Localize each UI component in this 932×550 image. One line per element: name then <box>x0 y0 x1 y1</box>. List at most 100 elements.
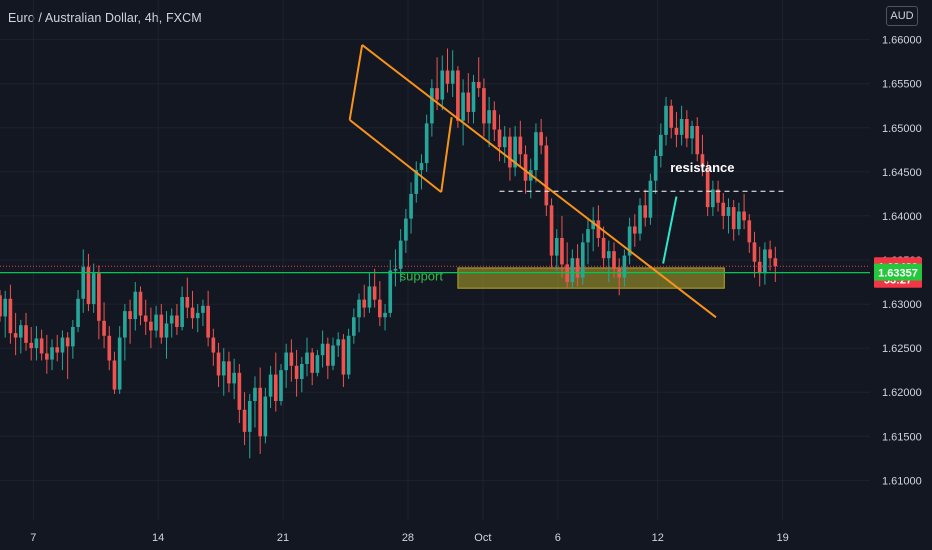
candles-layer <box>0 48 778 459</box>
support-label: support <box>400 268 444 283</box>
candle-up <box>71 326 75 347</box>
candle-up <box>133 291 138 320</box>
candle-up <box>18 325 23 338</box>
candle-up <box>320 343 325 356</box>
candle-down <box>24 325 28 343</box>
candle-up <box>419 163 424 171</box>
candle-down <box>86 267 91 305</box>
candle-up <box>221 361 226 376</box>
candle-up <box>414 170 419 194</box>
candle-up <box>253 387 257 402</box>
candle-down <box>456 70 460 121</box>
candle-up <box>398 240 403 269</box>
candle-down <box>508 136 512 168</box>
candle-up <box>331 345 335 366</box>
candle-down <box>341 339 346 375</box>
candle-down <box>206 305 210 338</box>
y-tick-label: 1.62000 <box>882 387 922 399</box>
candle-up <box>81 267 86 299</box>
candle-up <box>34 338 39 349</box>
resistance-arrow <box>662 196 678 264</box>
candle-down <box>575 258 580 278</box>
candle-up <box>763 249 767 274</box>
candle-down <box>721 202 726 216</box>
candle-down <box>544 145 549 206</box>
candle-down <box>482 88 486 124</box>
candle-down <box>378 299 382 318</box>
candle-up <box>393 268 398 271</box>
candle-up <box>404 218 408 241</box>
candle-up <box>679 118 684 135</box>
candle-down <box>273 374 278 402</box>
candle-down <box>185 297 190 308</box>
candle-down <box>362 299 367 308</box>
candle-up <box>726 207 731 216</box>
candle-up <box>201 305 205 313</box>
candle-up <box>117 337 122 390</box>
candle-down <box>190 307 195 319</box>
candle-up <box>336 339 341 346</box>
candle-down <box>97 273 101 321</box>
currency-button[interactable]: AUD <box>886 6 918 26</box>
price-tag-box <box>874 263 922 281</box>
candle-down <box>29 342 34 349</box>
candle-down <box>617 268 622 278</box>
candle-down <box>55 347 60 353</box>
candle-up <box>247 401 252 432</box>
candle-down <box>700 154 705 168</box>
candle-down <box>445 70 450 84</box>
candle-down <box>497 129 502 148</box>
candle-down <box>65 337 70 347</box>
x-tick-label: 28 <box>402 532 414 544</box>
channel-cap-bottom <box>440 117 453 193</box>
y-tick-label: 1.64000 <box>882 211 922 223</box>
candle-down <box>107 335 112 361</box>
candle-down <box>596 220 601 238</box>
candle-up <box>430 88 434 124</box>
candle-down <box>13 333 18 338</box>
price-tags-layer: 1.6342953:271.63357 <box>874 257 922 288</box>
candle-up <box>737 211 741 230</box>
candle-down <box>768 249 772 259</box>
candle-up <box>424 123 429 164</box>
candle-down <box>0 295 2 317</box>
candle-down <box>560 237 564 265</box>
candle-up <box>580 242 585 278</box>
candle-up <box>195 312 200 319</box>
candle-up <box>76 298 80 327</box>
candle-down <box>128 311 132 320</box>
x-tick-label: 12 <box>652 532 664 544</box>
x-tick-label: 21 <box>277 532 289 544</box>
candle-down <box>601 237 606 259</box>
candle-down <box>138 291 143 316</box>
candle-up <box>409 193 413 219</box>
y-tick-label: 1.65000 <box>882 123 922 135</box>
candle-down <box>539 132 543 146</box>
x-tick-label: 7 <box>30 532 36 544</box>
candle-down <box>731 207 736 230</box>
candle-up <box>653 156 658 181</box>
candle-up <box>232 372 236 384</box>
candle-down <box>372 286 377 300</box>
candle-down <box>143 315 148 322</box>
y-tick-label: 1.65500 <box>882 79 922 91</box>
y-tick-label: 1.61500 <box>882 431 922 443</box>
candle-down <box>216 352 221 376</box>
candle-up <box>279 370 283 402</box>
candle-down <box>549 205 554 256</box>
candle-down <box>45 353 49 360</box>
candle-up <box>471 81 476 112</box>
candle-up <box>664 105 668 135</box>
candle-up <box>180 297 184 327</box>
grid-layer <box>0 0 870 520</box>
candle-up <box>169 315 174 324</box>
candle-down <box>102 320 106 336</box>
y-tick-label: 1.61000 <box>882 475 922 487</box>
candle-down <box>747 220 752 243</box>
candle-down <box>685 118 689 139</box>
candle-down <box>112 360 117 390</box>
candle-up <box>648 180 653 218</box>
candle-up <box>450 70 455 84</box>
chart-title: Euro / Australian Dollar, 4h, FXCM <box>8 11 202 25</box>
